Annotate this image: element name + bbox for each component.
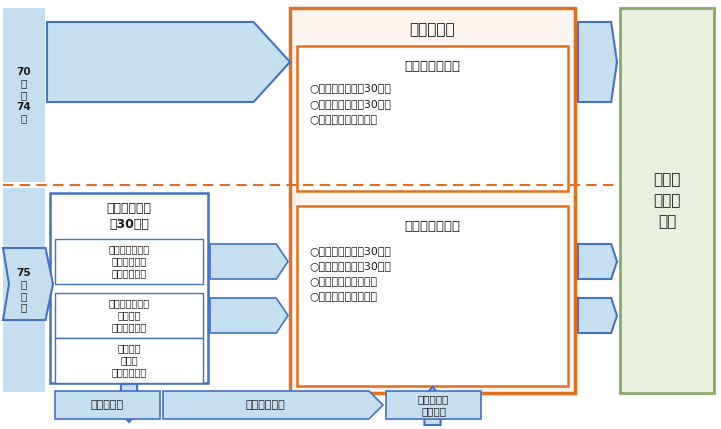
Text: 運転免
許証の
更新: 運転免 許証の 更新: [653, 172, 681, 229]
Text: 認知症と診断: 認知症と診断: [245, 400, 285, 410]
Polygon shape: [578, 22, 617, 102]
Bar: [3, 8, 45, 182]
Polygon shape: [415, 387, 451, 425]
Text: 医師の診断: 医師の診断: [91, 400, 124, 410]
Polygon shape: [3, 248, 53, 320]
Bar: [620, 8, 714, 393]
Bar: [386, 391, 481, 419]
Polygon shape: [578, 298, 617, 333]
Polygon shape: [210, 298, 288, 333]
Text: 75
歳
以
上: 75 歳 以 上: [17, 268, 31, 312]
Bar: [297, 46, 568, 191]
Text: 計２時間の講習: 計２時間の講習: [404, 60, 461, 73]
Text: ○講義（座学）（30分）
○運転適性検査（30分）
○実車指導（１時間）: ○講義（座学）（30分） ○運転適性検査（30分） ○実車指導（１時間）: [309, 83, 391, 124]
Bar: [290, 8, 575, 393]
Text: 認知症の
おそれ
（第１分類）: 認知症の おそれ （第１分類）: [111, 344, 146, 378]
Bar: [55, 391, 160, 419]
Text: 認知機能検査
（30分）: 認知機能検査 （30分）: [107, 202, 151, 232]
Polygon shape: [163, 391, 383, 419]
Bar: [55, 293, 203, 338]
Text: 運転免許の
取消し等: 運転免許の 取消し等: [418, 394, 449, 416]
Polygon shape: [47, 22, 290, 102]
Bar: [55, 338, 203, 383]
Text: 認知機能の低下
のおそれ
（第２分類）: 認知機能の低下 のおそれ （第２分類）: [108, 299, 149, 332]
Bar: [297, 206, 568, 386]
Text: 計３時間の講習: 計３時間の講習: [404, 220, 461, 233]
Polygon shape: [578, 244, 617, 279]
Polygon shape: [210, 244, 288, 279]
Text: ○講義（座学）（30分）
○運転適性検査（30分）
○実車指導（１時間）
○個別指導（１時間）: ○講義（座学）（30分） ○運転適性検査（30分） ○実車指導（１時間） ○個別…: [309, 245, 391, 302]
Polygon shape: [111, 384, 147, 422]
Bar: [50, 193, 208, 383]
Text: 高齢者講習: 高齢者講習: [410, 22, 456, 37]
Text: 認知機能の低下
のおそれなし
（第３分類）: 認知機能の低下 のおそれなし （第３分類）: [108, 245, 149, 278]
Bar: [3, 188, 45, 392]
Bar: [55, 239, 203, 284]
Text: 70
歳
〜
74
歳: 70 歳 〜 74 歳: [17, 67, 32, 123]
